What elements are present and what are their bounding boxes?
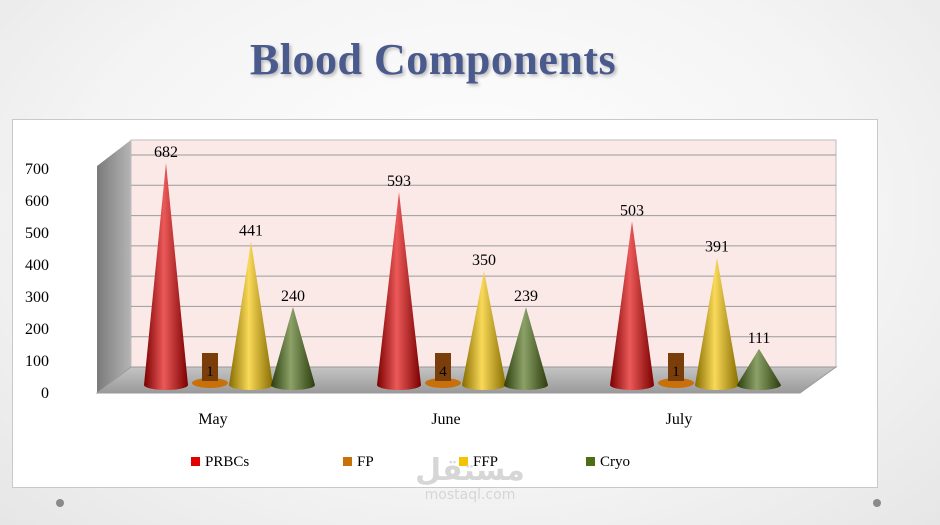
- data-label: 593: [387, 173, 411, 190]
- y-tick-label: 300: [25, 289, 49, 306]
- data-label: 111: [748, 330, 771, 347]
- cone-base: [425, 378, 461, 388]
- data-label-box: [435, 353, 451, 381]
- data-label-box: [668, 353, 684, 381]
- data-label: 682: [154, 144, 178, 161]
- data-label: 1: [206, 364, 214, 380]
- legend-swatch: [343, 457, 352, 466]
- data-label: 441: [239, 222, 263, 239]
- watermark: مستقل mostaql.com: [410, 453, 530, 504]
- data-label: 240: [281, 288, 305, 305]
- cone-base: [192, 378, 228, 388]
- legend-label: PRBCs: [205, 454, 249, 470]
- cone: [144, 163, 188, 390]
- legend-label: FFP: [473, 454, 498, 470]
- side-wall: [97, 140, 131, 393]
- x-tick-label: July: [666, 411, 693, 428]
- cone: [229, 241, 273, 390]
- legend-swatch: [191, 457, 200, 466]
- cone: [610, 221, 654, 390]
- legend-swatch: [459, 457, 468, 466]
- y-tick-label: 400: [25, 257, 49, 274]
- watermark-logo: مستقل: [415, 453, 525, 488]
- data-label: 391: [705, 239, 729, 256]
- data-label-box: [202, 353, 218, 381]
- legend-label: Cryo: [600, 454, 630, 470]
- y-tick-label: 100: [25, 353, 49, 370]
- data-label: 350: [472, 252, 496, 269]
- y-tick-label: 600: [25, 193, 49, 210]
- chart-area: 0 100 200 300 400 500 600 700 682 1 441 240 593 4 350…: [12, 119, 878, 488]
- cone: [377, 191, 421, 390]
- data-label: 4: [439, 364, 447, 380]
- y-tick-label: 500: [25, 225, 49, 242]
- cone-base: [658, 378, 694, 388]
- cone-chart: 0 100 200 300 400 500 600 700 682 1 441 240 593 4 350…: [25, 139, 838, 470]
- legend-swatch: [586, 457, 595, 466]
- data-label: 239: [514, 288, 538, 305]
- cone: [504, 307, 548, 390]
- slide-dot-right: [873, 499, 881, 507]
- slide-title: Blood Components: [249, 35, 617, 84]
- y-tick-label: 0: [41, 385, 49, 402]
- y-tick-label: 200: [25, 321, 49, 338]
- data-label: 1: [672, 364, 680, 380]
- data-label: 503: [620, 202, 644, 219]
- legend-label: FP: [357, 454, 374, 470]
- y-tick-label: 700: [25, 161, 49, 178]
- cone: [462, 271, 506, 390]
- cone: [737, 348, 781, 390]
- x-tick-label: June: [431, 411, 460, 428]
- cone: [271, 306, 315, 390]
- cone: [695, 257, 739, 390]
- watermark-url: mostaql.com: [424, 487, 516, 503]
- x-tick-label: May: [198, 411, 227, 428]
- slide-dot-left: [56, 499, 64, 507]
